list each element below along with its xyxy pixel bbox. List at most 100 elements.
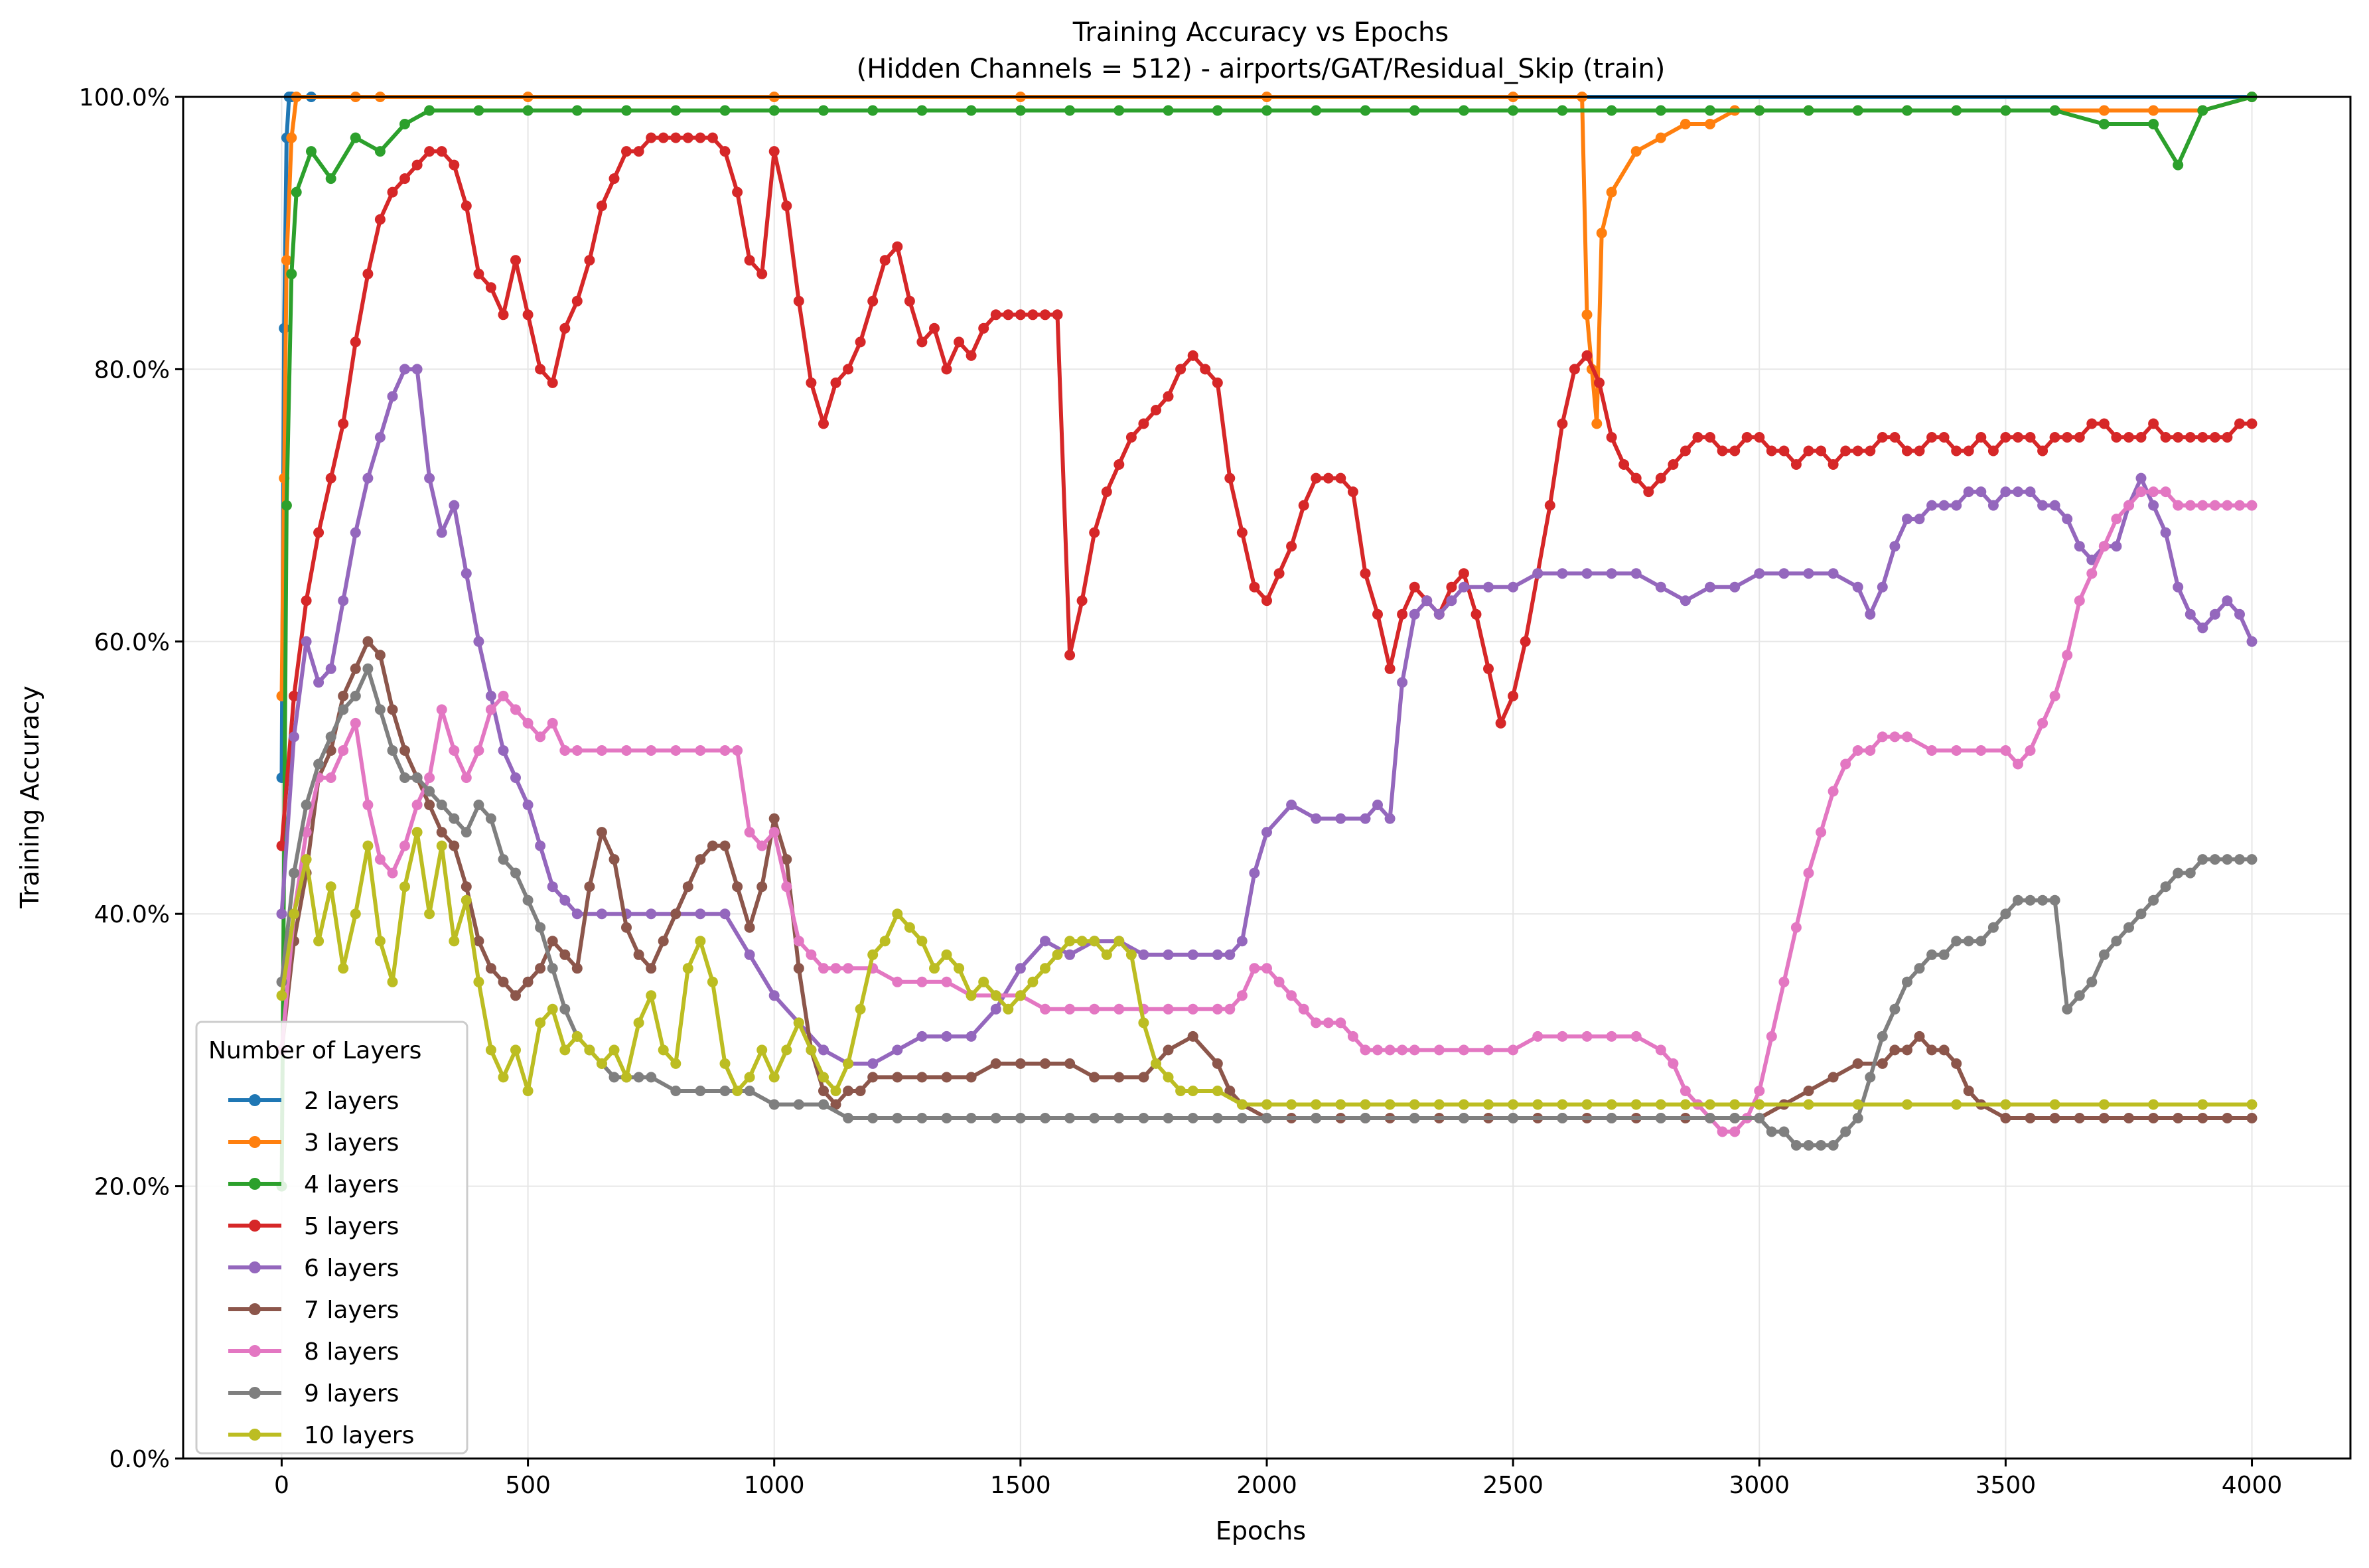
- data-point: [424, 472, 435, 484]
- data-point: [1852, 1058, 1863, 1069]
- data-point: [522, 800, 534, 810]
- data-point: [1311, 813, 1322, 824]
- data-point: [1273, 568, 1285, 579]
- data-point: [1212, 377, 1223, 388]
- data-point: [1040, 1058, 1050, 1069]
- data-point: [2098, 1113, 2110, 1123]
- data-point: [281, 255, 292, 266]
- data-point: [719, 745, 731, 756]
- data-point: [2135, 486, 2147, 498]
- data-point: [793, 1099, 804, 1110]
- data-point: [1236, 990, 1248, 1001]
- data-point: [1212, 949, 1223, 960]
- data-point: [1163, 1072, 1174, 1083]
- data-point: [1089, 1003, 1100, 1015]
- data-point: [818, 1072, 829, 1083]
- data-point: [1520, 636, 1531, 647]
- data-point: [473, 268, 484, 279]
- data-point: [1052, 949, 1063, 960]
- data-point: [2000, 105, 2011, 116]
- legend-label: 3 layers: [304, 1129, 399, 1157]
- data-point: [1754, 105, 1765, 116]
- data-point: [1458, 1099, 1469, 1110]
- data-point: [1125, 949, 1137, 960]
- data-point: [855, 336, 866, 348]
- data-point: [1409, 105, 1420, 116]
- data-point: [2062, 650, 2073, 661]
- data-point: [362, 472, 374, 484]
- data-point: [609, 854, 620, 865]
- data-point: [843, 1113, 854, 1123]
- data-point: [1347, 486, 1358, 498]
- data-point: [2197, 105, 2208, 116]
- data-point: [325, 745, 336, 756]
- data-point: [1458, 568, 1469, 579]
- data-point: [1926, 500, 1938, 511]
- data-point: [1926, 1044, 1938, 1056]
- data-point: [1680, 1086, 1691, 1096]
- data-point: [990, 1003, 1001, 1015]
- data-point: [1557, 1031, 1568, 1042]
- data-point: [1064, 105, 1076, 116]
- data-point: [301, 636, 312, 647]
- data-point: [1532, 1031, 1543, 1042]
- data-point: [695, 132, 706, 143]
- data-point: [1951, 500, 1962, 511]
- data-point: [1729, 581, 1741, 593]
- data-point: [1360, 1099, 1371, 1110]
- data-point: [1064, 936, 1076, 947]
- data-point: [646, 132, 657, 143]
- data-point: [1606, 1113, 1617, 1123]
- data-point: [449, 936, 460, 947]
- data-point: [2000, 908, 2011, 920]
- data-point: [1963, 936, 1974, 947]
- data-point: [1076, 936, 1088, 947]
- data-point: [756, 1044, 768, 1056]
- data-point: [1311, 472, 1322, 484]
- data-point: [744, 1086, 755, 1096]
- data-point: [1224, 949, 1236, 960]
- data-point: [633, 949, 644, 960]
- data-point: [966, 990, 977, 1001]
- data-point: [2037, 717, 2048, 729]
- data-point: [399, 364, 410, 375]
- data-point: [1433, 1099, 1445, 1110]
- data-point: [2185, 432, 2196, 443]
- data-point: [1655, 1044, 1666, 1056]
- data-point: [830, 963, 841, 974]
- data-point: [449, 745, 460, 756]
- data-point: [2123, 922, 2134, 933]
- data-point: [362, 268, 374, 279]
- data-point: [535, 963, 546, 974]
- data-point: [1483, 1099, 1494, 1110]
- data-point: [2148, 1113, 2159, 1123]
- data-point: [781, 1044, 792, 1056]
- data-point: [559, 745, 571, 756]
- data-point: [1557, 1099, 1568, 1110]
- data-point: [1027, 309, 1039, 321]
- x-tick-label: 3000: [1729, 1472, 1790, 1499]
- data-point: [2197, 1099, 2208, 1110]
- data-point: [1372, 800, 1383, 810]
- data-point: [1828, 459, 1839, 470]
- data-point: [916, 1031, 928, 1042]
- legend-marker: [249, 1094, 261, 1106]
- data-point: [1323, 1017, 1334, 1029]
- data-point: [1015, 1058, 1026, 1069]
- data-point: [2111, 514, 2122, 525]
- data-point: [1951, 936, 1962, 947]
- data-point: [387, 745, 398, 756]
- data-point: [1224, 472, 1236, 484]
- data-point: [2000, 486, 2011, 498]
- data-point: [941, 1031, 952, 1042]
- data-point: [2049, 105, 2060, 116]
- data-point: [1187, 350, 1198, 361]
- data-point: [1852, 745, 1863, 756]
- y-tick-label: 80.0%: [94, 356, 170, 384]
- data-point: [978, 322, 989, 334]
- data-point: [806, 1044, 817, 1056]
- data-point: [2148, 119, 2159, 129]
- data-point: [510, 772, 521, 783]
- data-point: [1902, 514, 1912, 525]
